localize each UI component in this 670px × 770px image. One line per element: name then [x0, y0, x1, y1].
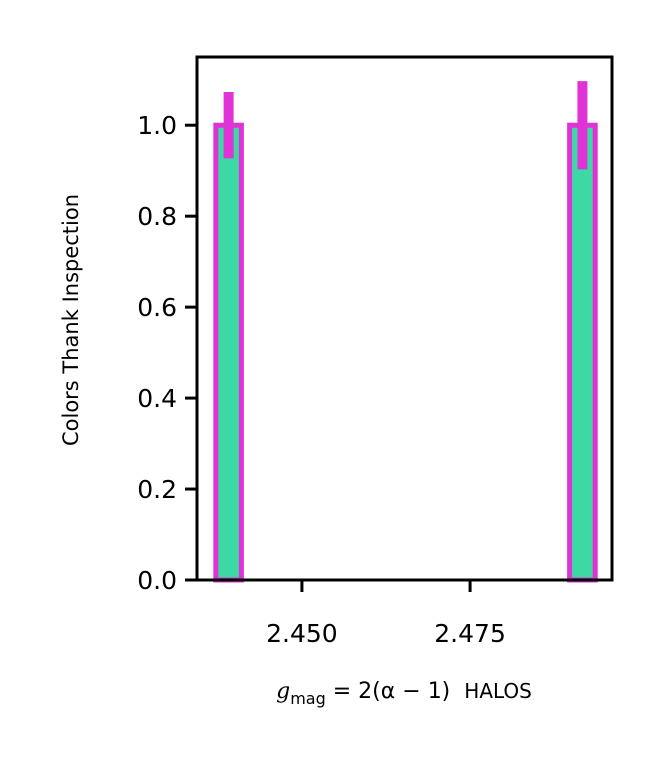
x-tick-label: 2.450 [266, 619, 338, 648]
plot-frame [195, 55, 614, 582]
y-tick-label: 1.0 [137, 111, 177, 140]
y-axis-label: Colors Thank Inspection [59, 194, 83, 446]
y-ticks: 0.0 0.2 0.4 0.6 0.8 1.0 [137, 111, 197, 595]
bar [567, 122, 598, 583]
x-tick-label: 2.475 [434, 619, 506, 648]
y-tick-label: 0.8 [137, 202, 177, 231]
x-axis-label: gmag = 2(α − 1) HALOS [276, 679, 532, 708]
error-bars-group [223, 81, 588, 170]
y-tick-label: 0.0 [137, 566, 177, 595]
y-tick-label: 0.6 [137, 293, 177, 322]
bars-group [213, 122, 598, 583]
y-tick-label: 0.4 [137, 384, 177, 413]
bar [213, 122, 244, 583]
y-tick-label: 0.2 [137, 475, 177, 504]
x-ticks: 2.450 2.475 [266, 580, 506, 648]
